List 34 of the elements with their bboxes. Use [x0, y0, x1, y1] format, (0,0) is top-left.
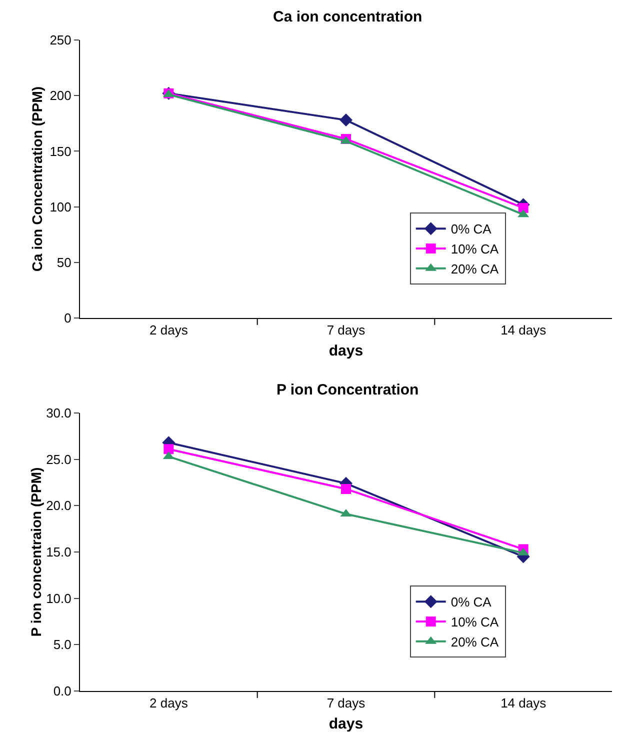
- point: [340, 114, 352, 127]
- point: [341, 484, 351, 494]
- x-tick-label: 14 days: [500, 696, 547, 711]
- y-tick-label: 25.0: [46, 452, 72, 467]
- y-tick-label: 5.0: [53, 637, 72, 652]
- legend-label: 0% CA: [450, 222, 492, 237]
- y-tick-label: 10.0: [46, 590, 72, 606]
- legend-label: 0% CA: [450, 594, 492, 610]
- y-tick-label: 0: [64, 310, 72, 326]
- y-axis-title: Ca ion Concentration (PPM): [29, 86, 45, 272]
- y-axis-title: P ion concentraion (PPM): [28, 467, 44, 637]
- y-tick-label: 50: [56, 254, 72, 270]
- chart-title: P ion Concentration: [276, 382, 419, 399]
- y-tick-label: 200: [50, 88, 72, 104]
- x-tick-label: 2 days: [150, 696, 188, 711]
- legend-label: 20% CA: [450, 634, 499, 650]
- x-tick-label: 7 days: [326, 322, 366, 338]
- y-tick-label: 0.0: [53, 684, 72, 699]
- legend-label: 10% CA: [450, 242, 499, 257]
- y-tick-label: 15.0: [46, 544, 72, 560]
- y-tick-label: 30.0: [46, 406, 72, 421]
- x-axis-title: days: [328, 716, 364, 733]
- y-tick-label: 20.0: [46, 498, 72, 514]
- chart-title: Ca ion concentration: [273, 8, 422, 26]
- y-tick-label: 100: [50, 199, 72, 214]
- legend-label: 20% CA: [450, 261, 499, 276]
- y-tick-label: 250: [50, 32, 72, 48]
- point: [164, 444, 174, 454]
- x-tick-label: 2 days: [150, 322, 188, 338]
- y-tick-label: 150: [50, 144, 72, 159]
- x-tick-label: 7 days: [326, 696, 366, 711]
- legend-label: 10% CA: [450, 614, 499, 630]
- x-axis-title: days: [328, 342, 364, 360]
- x-tick-label: 14 days: [500, 322, 547, 338]
